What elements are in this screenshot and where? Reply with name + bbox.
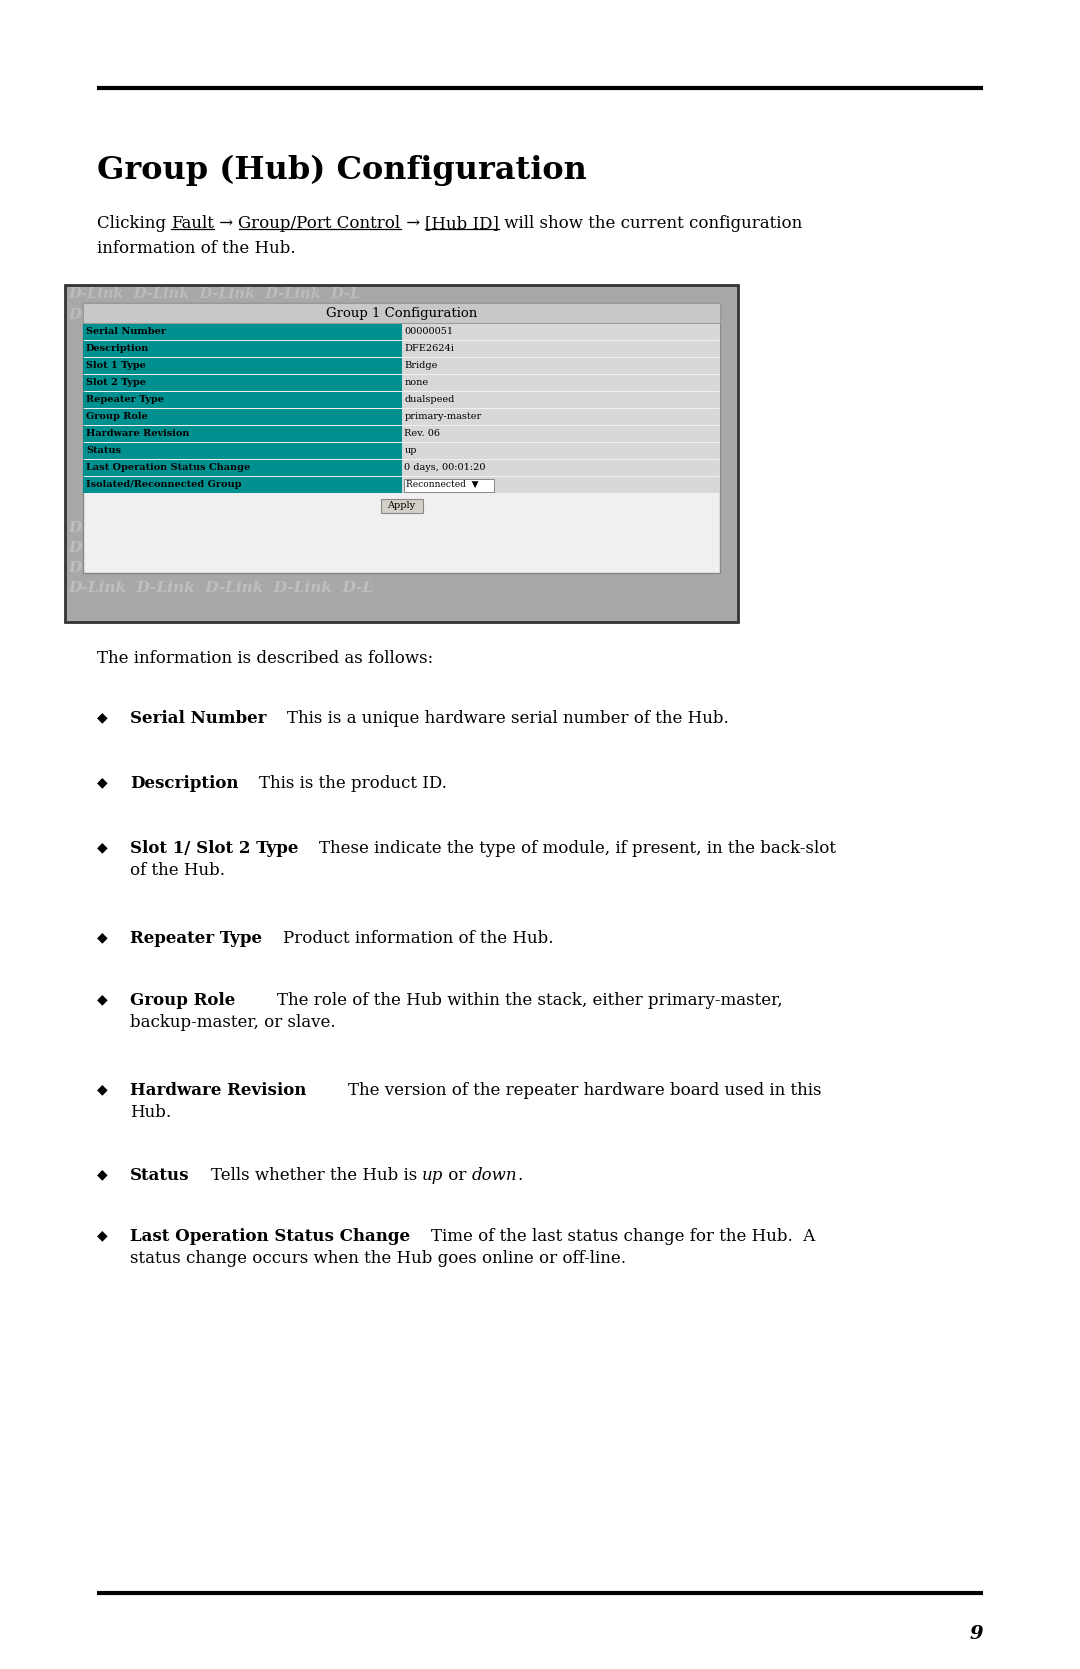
Bar bbox=[402, 409, 720, 426]
Bar bbox=[402, 324, 720, 340]
Bar bbox=[402, 477, 720, 492]
Bar bbox=[402, 392, 720, 407]
Text: ◆: ◆ bbox=[97, 1167, 108, 1182]
Text: Serial Number: Serial Number bbox=[86, 327, 166, 335]
Text: 9: 9 bbox=[970, 1626, 983, 1642]
Text: ◆: ◆ bbox=[97, 1082, 108, 1097]
Text: Clicking: Clicking bbox=[97, 215, 172, 232]
Bar bbox=[402, 426, 720, 442]
Text: none: none bbox=[405, 377, 429, 387]
Bar bbox=[83, 304, 720, 324]
Text: Group Role: Group Role bbox=[130, 991, 235, 1010]
Bar bbox=[404, 479, 494, 492]
Text: D-Link  D-Link  D-Link  D-Link  D-L: D-Link D-Link D-Link D-Link D-L bbox=[68, 309, 361, 322]
Text: D-Link  D-Link  D-Link  D-Link  D-L: D-Link D-Link D-Link D-Link D-L bbox=[68, 287, 361, 300]
Text: ◆: ◆ bbox=[97, 991, 108, 1006]
Text: Isolated/Reconnected Group: Isolated/Reconnected Group bbox=[86, 481, 242, 489]
Text: This is the product ID.: This is the product ID. bbox=[239, 774, 447, 793]
Text: DFE2624i: DFE2624i bbox=[405, 344, 455, 354]
Bar bbox=[402, 340, 720, 357]
Bar bbox=[83, 426, 402, 442]
Text: Group (Hub) Configuration: Group (Hub) Configuration bbox=[97, 155, 586, 187]
Text: Status: Status bbox=[130, 1167, 189, 1183]
Text: The role of the Hub within the stack, either primary-master,: The role of the Hub within the stack, ei… bbox=[235, 991, 783, 1010]
Text: or: or bbox=[444, 1167, 472, 1183]
Text: This is a unique hardware serial number of the Hub.: This is a unique hardware serial number … bbox=[267, 709, 729, 728]
Bar bbox=[83, 324, 402, 340]
Bar bbox=[83, 409, 402, 426]
Text: ◆: ◆ bbox=[97, 840, 108, 855]
Text: down: down bbox=[472, 1167, 517, 1183]
Text: Slot 1 Type: Slot 1 Type bbox=[86, 361, 146, 371]
Text: primary-master: primary-master bbox=[405, 412, 482, 421]
Text: Hardware Revision: Hardware Revision bbox=[130, 1082, 307, 1098]
Text: 0 days, 00:01:20: 0 days, 00:01:20 bbox=[405, 462, 486, 472]
Text: ◆: ◆ bbox=[97, 709, 108, 724]
Text: Rev. 06: Rev. 06 bbox=[405, 429, 441, 437]
Text: Last Operation Status Change: Last Operation Status Change bbox=[86, 462, 251, 472]
Text: Repeater Type: Repeater Type bbox=[130, 930, 262, 946]
Text: .: . bbox=[517, 1167, 523, 1183]
Text: Reconnected  ▼: Reconnected ▼ bbox=[405, 481, 478, 489]
Text: up: up bbox=[405, 446, 417, 456]
Text: These indicate the type of module, if present, in the back-slot: These indicate the type of module, if pr… bbox=[298, 840, 836, 856]
Text: [Hub ID]: [Hub ID] bbox=[426, 215, 499, 232]
Text: Hub.: Hub. bbox=[130, 1103, 171, 1122]
Text: Apply: Apply bbox=[388, 501, 416, 511]
Text: Last Operation Status Change: Last Operation Status Change bbox=[130, 1228, 410, 1245]
Bar bbox=[402, 442, 720, 459]
Text: D-Link  D-Link  D-Link  D-Link  D-L: D-Link D-Link D-Link D-Link D-L bbox=[68, 541, 373, 556]
Text: Hardware Revision: Hardware Revision bbox=[86, 429, 189, 437]
Text: backup-master, or slave.: backup-master, or slave. bbox=[130, 1015, 336, 1031]
Bar bbox=[83, 304, 720, 572]
Text: The information is described as follows:: The information is described as follows: bbox=[97, 649, 433, 668]
Text: Group 1 Configuration: Group 1 Configuration bbox=[326, 307, 477, 319]
Text: Fault: Fault bbox=[172, 215, 214, 232]
Bar bbox=[65, 285, 738, 623]
Text: status change occurs when the Hub goes online or off-line.: status change occurs when the Hub goes o… bbox=[130, 1250, 626, 1267]
Text: ◆: ◆ bbox=[97, 774, 108, 789]
Text: D-Link  D-Link  D-Link  D-Link  D-L: D-Link D-Link D-Link D-Link D-L bbox=[68, 581, 373, 596]
Text: Product information of the Hub.: Product information of the Hub. bbox=[262, 930, 554, 946]
Bar bbox=[380, 499, 422, 512]
Text: D-Link  D-Link  D-Link  D-Link  D-L: D-Link D-Link D-Link D-Link D-L bbox=[68, 521, 373, 536]
Text: Bridge: Bridge bbox=[405, 361, 437, 371]
Bar bbox=[83, 392, 402, 407]
Bar bbox=[83, 477, 402, 492]
Text: Description: Description bbox=[130, 774, 239, 793]
Bar bbox=[402, 376, 720, 391]
Text: The version of the repeater hardware board used in this: The version of the repeater hardware boa… bbox=[307, 1082, 822, 1098]
Bar bbox=[402, 461, 720, 476]
Bar bbox=[402, 357, 720, 374]
Bar bbox=[83, 461, 402, 476]
Bar bbox=[83, 340, 402, 357]
Text: Description: Description bbox=[86, 344, 149, 354]
Text: will show the current configuration: will show the current configuration bbox=[499, 215, 802, 232]
Text: information of the Hub.: information of the Hub. bbox=[97, 240, 296, 257]
Text: Serial Number: Serial Number bbox=[130, 709, 267, 728]
Text: Status: Status bbox=[86, 446, 121, 456]
Text: ◆: ◆ bbox=[97, 930, 108, 945]
Text: Repeater Type: Repeater Type bbox=[86, 396, 164, 404]
Text: →: → bbox=[214, 215, 239, 232]
Text: up: up bbox=[422, 1167, 444, 1183]
Text: of the Hub.: of the Hub. bbox=[130, 861, 225, 880]
Text: Slot 1/ Slot 2 Type: Slot 1/ Slot 2 Type bbox=[130, 840, 298, 856]
Text: Time of the last status change for the Hub.  A: Time of the last status change for the H… bbox=[410, 1228, 815, 1245]
Text: Tells whether the Hub is: Tells whether the Hub is bbox=[189, 1167, 422, 1183]
Text: 00000051: 00000051 bbox=[405, 327, 454, 335]
Text: →: → bbox=[401, 215, 426, 232]
Text: Group Role: Group Role bbox=[86, 412, 148, 421]
Text: Group/Port Control: Group/Port Control bbox=[239, 215, 401, 232]
Text: D-Link  D-Link  D-Link  D-Link  D-L: D-Link D-Link D-Link D-Link D-L bbox=[68, 561, 373, 576]
Bar bbox=[83, 357, 402, 374]
Text: Slot 2 Type: Slot 2 Type bbox=[86, 377, 146, 387]
Bar bbox=[83, 376, 402, 391]
Bar bbox=[83, 442, 402, 459]
Text: dualspeed: dualspeed bbox=[405, 396, 455, 404]
Text: ◆: ◆ bbox=[97, 1228, 108, 1242]
